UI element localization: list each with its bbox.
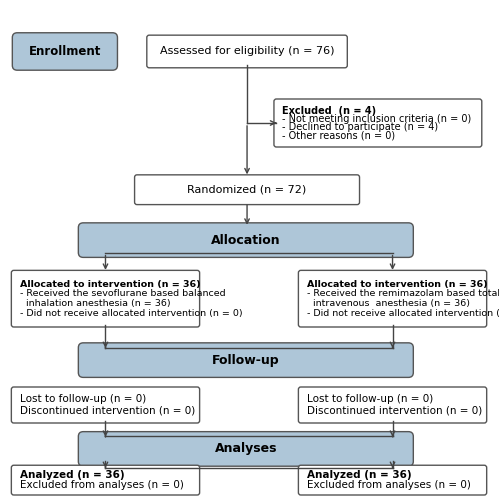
FancyBboxPatch shape [274,99,482,147]
Text: Allocation: Allocation [211,234,280,246]
Text: - Did not receive allocated intervention (n = 0): - Did not receive allocated intervention… [19,309,243,318]
Text: Assessed for eligibility (n = 76): Assessed for eligibility (n = 76) [160,46,334,56]
Text: Discontinued intervention (n = 0): Discontinued intervention (n = 0) [19,406,195,416]
FancyBboxPatch shape [12,33,117,70]
Text: Analyses: Analyses [215,442,277,456]
FancyBboxPatch shape [78,343,413,378]
Text: - Received the remimazolam based total: - Received the remimazolam based total [307,290,499,298]
Text: Allocated to intervention (n = 36): Allocated to intervention (n = 36) [19,280,200,288]
Text: Analyzed (n = 36): Analyzed (n = 36) [307,470,411,480]
FancyBboxPatch shape [147,35,347,68]
FancyBboxPatch shape [298,387,487,423]
Text: Excluded from analyses (n = 0): Excluded from analyses (n = 0) [307,480,471,490]
FancyBboxPatch shape [78,223,413,258]
Text: Analyzed (n = 36): Analyzed (n = 36) [19,470,124,480]
Text: - Declined to participate (n = 4): - Declined to participate (n = 4) [282,122,439,132]
Text: Lost to follow-up (n = 0): Lost to follow-up (n = 0) [19,394,146,404]
Text: intravenous  anesthesia (n = 36): intravenous anesthesia (n = 36) [307,299,470,308]
FancyBboxPatch shape [11,270,200,327]
FancyBboxPatch shape [11,387,200,423]
FancyBboxPatch shape [298,465,487,495]
Text: - Did not receive allocated intervention (n = 0): - Did not receive allocated intervention… [307,309,499,318]
Text: - Other reasons (n = 0): - Other reasons (n = 0) [282,130,395,140]
Text: Follow-up: Follow-up [212,354,279,366]
FancyBboxPatch shape [298,270,487,327]
FancyBboxPatch shape [11,465,200,495]
Text: - Received the sevoflurane based balanced: - Received the sevoflurane based balance… [19,290,225,298]
Text: Lost to follow-up (n = 0): Lost to follow-up (n = 0) [307,394,433,404]
FancyBboxPatch shape [78,432,413,466]
Text: Excluded  (n = 4): Excluded (n = 4) [282,106,376,116]
Text: Randomized (n = 72): Randomized (n = 72) [188,184,307,194]
Text: Discontinued intervention (n = 0): Discontinued intervention (n = 0) [307,406,482,416]
Text: Excluded from analyses (n = 0): Excluded from analyses (n = 0) [19,480,184,490]
Text: Enrollment: Enrollment [29,45,101,58]
Text: inhalation anesthesia (n = 36): inhalation anesthesia (n = 36) [19,299,170,308]
Text: Allocated to intervention (n = 36): Allocated to intervention (n = 36) [307,280,488,288]
Text: - Not meeting inclusion criteria (n = 0): - Not meeting inclusion criteria (n = 0) [282,114,472,124]
FancyBboxPatch shape [135,175,359,204]
